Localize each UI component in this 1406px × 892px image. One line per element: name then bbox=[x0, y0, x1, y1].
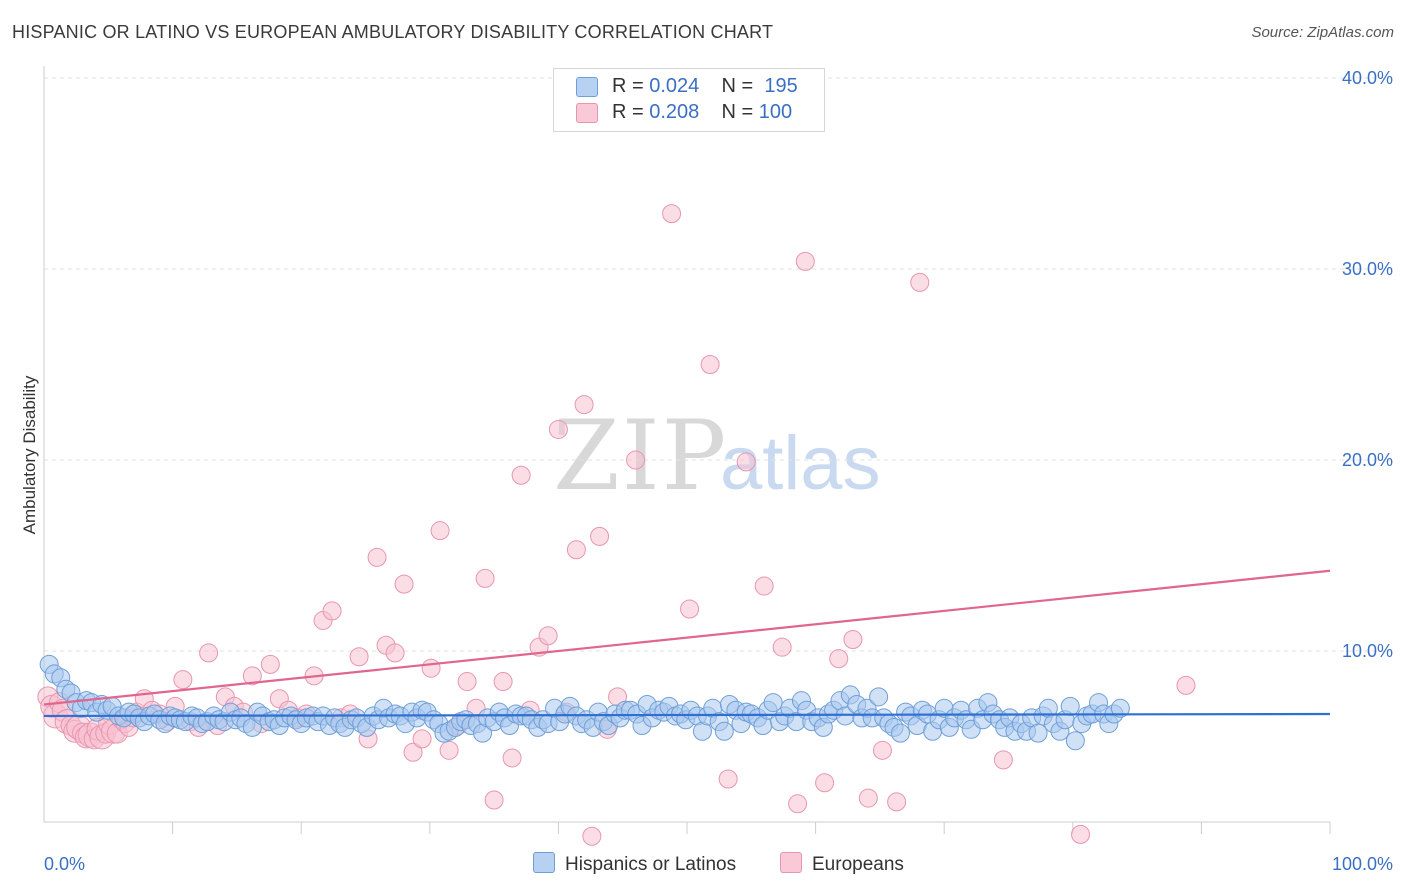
europeans-point bbox=[260, 654, 280, 674]
hispanics-point bbox=[890, 723, 910, 743]
hispanics-trend-line bbox=[43, 712, 1331, 718]
hispanics-point bbox=[763, 693, 783, 713]
legend-n-value: 100 bbox=[758, 101, 793, 123]
europeans-point bbox=[815, 773, 835, 793]
europeans-point bbox=[538, 626, 558, 646]
legend-n-label: N = bbox=[721, 75, 759, 97]
y-tick-label: 40.0% bbox=[1342, 68, 1393, 88]
y-tick-label: 10.0% bbox=[1342, 641, 1393, 661]
europeans-point bbox=[484, 790, 504, 810]
europeans-point bbox=[349, 647, 369, 667]
hispanics-point bbox=[1065, 731, 1085, 751]
europeans-point bbox=[1176, 675, 1196, 695]
legend-swatch-pink bbox=[780, 852, 802, 873]
europeans-point bbox=[858, 788, 878, 808]
europeans-point bbox=[493, 672, 513, 692]
europeans-point bbox=[736, 452, 756, 472]
europeans-point bbox=[475, 568, 495, 588]
europeans-point bbox=[394, 574, 414, 594]
europeans-point bbox=[385, 643, 405, 663]
europeans-point bbox=[887, 792, 907, 812]
legend-label-europeans: Europeans bbox=[812, 854, 904, 875]
hispanics-point bbox=[1110, 698, 1130, 718]
x-tick-label: 100.0% bbox=[1332, 854, 1393, 874]
europeans-point bbox=[772, 637, 792, 657]
europeans-point bbox=[242, 666, 262, 686]
hispanics-point bbox=[869, 687, 889, 707]
legend-swatch-blue bbox=[533, 852, 555, 873]
legend-n-value: 195 bbox=[764, 75, 798, 97]
europeans-point bbox=[322, 601, 342, 621]
europeans-point bbox=[566, 540, 586, 560]
europeans-point bbox=[574, 395, 594, 415]
y-tick-label: 20.0% bbox=[1342, 450, 1393, 470]
x-tick-label: 0.0% bbox=[44, 854, 85, 874]
y-tick-label: 30.0% bbox=[1342, 259, 1393, 279]
bottom-legend-europeans[interactable]: Europeans bbox=[780, 852, 904, 876]
legend-r-value: 0.208 bbox=[649, 101, 700, 123]
europeans-point bbox=[754, 576, 774, 596]
europeans-point bbox=[718, 769, 738, 789]
chart-title: HISPANIC OR LATINO VS EUROPEAN AMBULATOR… bbox=[12, 22, 774, 42]
europeans-point bbox=[795, 251, 815, 271]
europeans-point bbox=[582, 826, 602, 846]
hispanics-point bbox=[1060, 696, 1080, 716]
y-axis-label: Ambulatory Disability bbox=[20, 375, 39, 535]
legend-swatch-pink bbox=[576, 103, 598, 123]
europeans-point bbox=[430, 521, 450, 541]
europeans-point bbox=[511, 465, 531, 485]
legend-swatch-blue bbox=[576, 77, 598, 97]
europeans-point bbox=[910, 272, 930, 292]
europeans-point bbox=[788, 794, 808, 814]
legend-r-label: R = bbox=[612, 75, 650, 97]
legend-label-hispanics: Hispanics or Latinos bbox=[565, 854, 737, 875]
trend-lines bbox=[43, 569, 1331, 718]
europeans-point bbox=[367, 547, 387, 567]
legend-n-label: N = bbox=[721, 101, 759, 123]
correlation-legend: R = 0.024 N = 195 R = 0.208 N = 100 bbox=[553, 68, 825, 132]
europeans-point bbox=[680, 599, 700, 619]
legend-r-label: R = bbox=[612, 101, 650, 123]
europeans-point bbox=[199, 643, 219, 663]
hispanics-point bbox=[714, 721, 734, 741]
hispanics-points bbox=[39, 654, 1130, 751]
europeans-point bbox=[173, 670, 193, 690]
europeans-point bbox=[421, 658, 441, 678]
europeans-point bbox=[439, 740, 459, 760]
europeans-point bbox=[843, 630, 863, 650]
europeans-trend-line bbox=[43, 569, 1331, 706]
europeans-point bbox=[403, 742, 423, 762]
europeans-point bbox=[590, 526, 610, 546]
europeans-point bbox=[412, 729, 432, 749]
europeans-point bbox=[829, 649, 849, 669]
source-credit: Source: ZipAtlas.com bbox=[1251, 24, 1394, 41]
europeans-point bbox=[626, 450, 646, 470]
europeans-point bbox=[1071, 824, 1091, 844]
bottom-legend-hispanics[interactable]: Hispanics or Latinos bbox=[533, 852, 736, 876]
axis-tick-labels: 10.0% 20.0% 30.0% 40.0% 0.0% 100.0% bbox=[44, 68, 1393, 874]
europeans-point bbox=[662, 204, 682, 224]
europeans-point bbox=[457, 672, 477, 692]
legend-r-value: 0.024 bbox=[649, 75, 700, 97]
europeans-point bbox=[700, 355, 720, 374]
europeans-point bbox=[502, 748, 522, 768]
europeans-point bbox=[548, 419, 568, 439]
hispanics-point bbox=[1028, 723, 1048, 743]
europeans-point bbox=[872, 740, 892, 760]
europeans-point bbox=[993, 750, 1013, 770]
